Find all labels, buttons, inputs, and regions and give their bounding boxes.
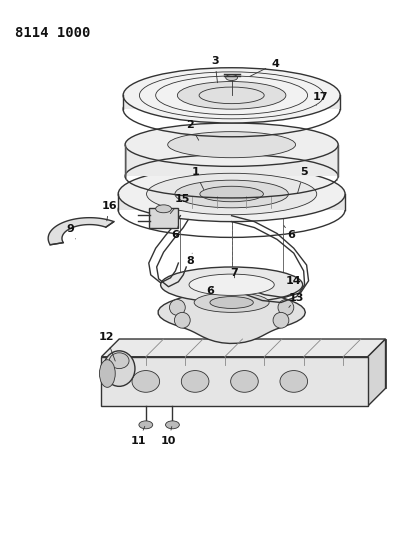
Ellipse shape xyxy=(209,296,253,309)
Polygon shape xyxy=(118,194,344,210)
Ellipse shape xyxy=(230,370,258,392)
Polygon shape xyxy=(367,339,384,406)
Text: 6: 6 xyxy=(283,225,294,240)
Text: 4: 4 xyxy=(249,59,278,76)
Circle shape xyxy=(272,312,288,328)
Polygon shape xyxy=(123,95,339,109)
Polygon shape xyxy=(158,281,305,343)
Text: 12: 12 xyxy=(99,332,115,361)
Text: 1: 1 xyxy=(191,167,203,190)
Ellipse shape xyxy=(177,82,285,109)
Text: 14: 14 xyxy=(285,276,301,286)
Ellipse shape xyxy=(175,180,288,208)
Polygon shape xyxy=(125,144,337,176)
Ellipse shape xyxy=(194,293,268,312)
Text: 2: 2 xyxy=(186,120,198,140)
Polygon shape xyxy=(101,339,384,357)
Circle shape xyxy=(277,300,293,316)
Text: 9: 9 xyxy=(66,223,75,239)
Polygon shape xyxy=(48,217,114,245)
Text: 6: 6 xyxy=(171,225,179,240)
Ellipse shape xyxy=(165,421,179,429)
Ellipse shape xyxy=(167,132,295,158)
Ellipse shape xyxy=(146,173,316,215)
Ellipse shape xyxy=(279,370,307,392)
FancyBboxPatch shape xyxy=(148,208,178,228)
Text: 7: 7 xyxy=(230,268,238,278)
Ellipse shape xyxy=(225,75,237,80)
Ellipse shape xyxy=(109,353,129,369)
Ellipse shape xyxy=(160,267,302,303)
Text: 16: 16 xyxy=(101,201,117,221)
Ellipse shape xyxy=(199,186,263,201)
Ellipse shape xyxy=(125,123,337,166)
Ellipse shape xyxy=(189,274,274,295)
Text: 6: 6 xyxy=(205,286,213,296)
Ellipse shape xyxy=(155,205,171,213)
Text: 8114 1000: 8114 1000 xyxy=(15,26,90,41)
Ellipse shape xyxy=(99,360,115,387)
Ellipse shape xyxy=(132,370,159,392)
Text: 10: 10 xyxy=(160,426,176,446)
Polygon shape xyxy=(119,339,384,389)
Ellipse shape xyxy=(103,351,135,386)
Ellipse shape xyxy=(181,370,209,392)
Ellipse shape xyxy=(139,421,152,429)
Text: 3: 3 xyxy=(211,56,218,83)
Circle shape xyxy=(174,312,190,328)
Polygon shape xyxy=(101,357,367,406)
Text: 17: 17 xyxy=(312,92,327,105)
Text: 8: 8 xyxy=(186,253,193,266)
Ellipse shape xyxy=(118,166,344,222)
Text: 5: 5 xyxy=(297,167,307,193)
Text: 15: 15 xyxy=(170,194,189,214)
Circle shape xyxy=(169,300,185,316)
Ellipse shape xyxy=(123,68,339,123)
Text: 11: 11 xyxy=(131,426,146,446)
Text: 13: 13 xyxy=(288,293,304,308)
